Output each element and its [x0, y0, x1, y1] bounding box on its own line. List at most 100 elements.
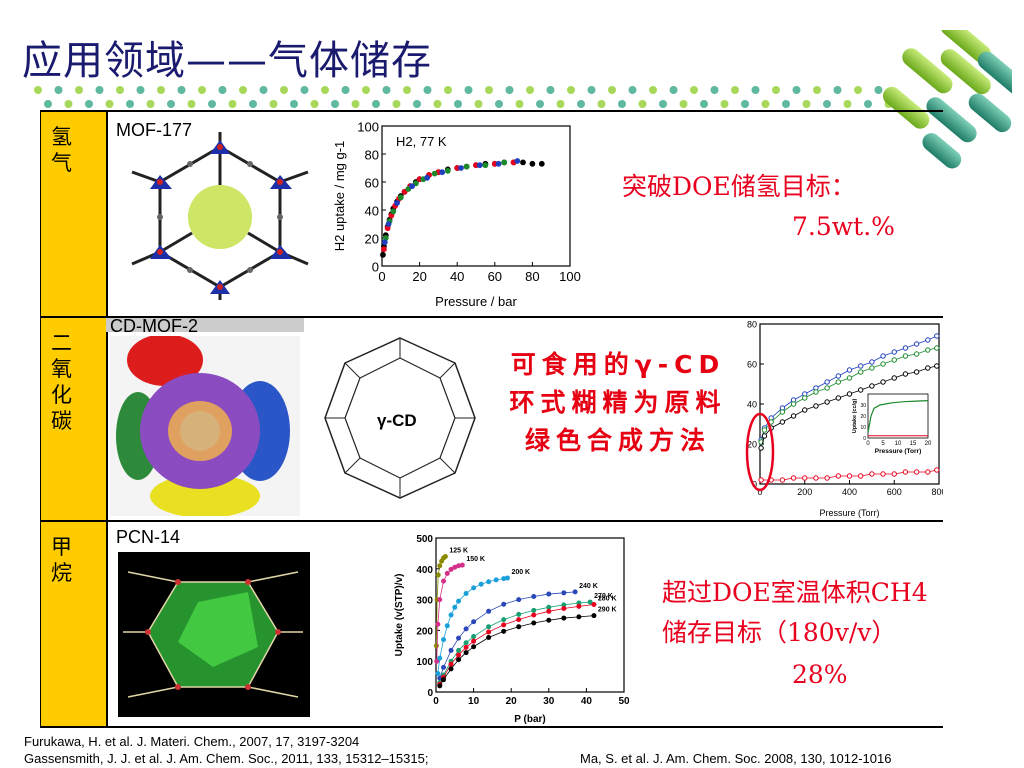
data-point	[444, 570, 450, 576]
data-point	[482, 162, 489, 169]
data-point	[458, 165, 464, 171]
data-point	[857, 387, 864, 393]
data-point	[441, 664, 447, 670]
x-tick-label: 200	[797, 487, 812, 497]
decorative-dot	[669, 86, 678, 94]
decorative-dot	[843, 100, 852, 108]
decorative-dot	[54, 86, 63, 94]
data-point	[516, 624, 522, 630]
data-point	[913, 369, 920, 375]
series-line	[439, 601, 591, 683]
decorative-dot	[813, 86, 821, 94]
decorative-dot	[515, 100, 524, 108]
decorative-dot	[792, 86, 801, 94]
data-point	[397, 194, 404, 201]
methane-note-line2: 储存目标（180v/v）	[662, 618, 897, 647]
y-tick-label: 200	[416, 626, 433, 637]
x-tick-label: 30	[543, 696, 555, 707]
y-tick-label: 60	[747, 360, 757, 370]
data-point	[835, 395, 842, 401]
data-point	[405, 186, 412, 192]
data-point	[381, 239, 388, 246]
data-point	[925, 347, 931, 353]
data-point	[504, 575, 510, 581]
data-point	[493, 577, 499, 583]
data-point	[925, 469, 931, 475]
decorative-dot	[105, 100, 114, 108]
decorative-dot	[34, 86, 42, 94]
data-point	[546, 604, 552, 610]
data-point	[471, 585, 477, 591]
mof177-structure-image	[131, 132, 309, 300]
data-point	[486, 634, 492, 640]
data-point	[790, 401, 797, 407]
data-point	[813, 475, 819, 481]
x-tick-label: 40	[450, 269, 464, 284]
decorative-dot	[495, 100, 503, 108]
inset-line	[867, 400, 929, 433]
data-point	[880, 471, 886, 477]
row-label-cell-co2: 二氧化碳	[40, 318, 108, 520]
x-tick-label: 400	[842, 487, 857, 497]
data-point	[790, 475, 797, 481]
x-axis-label: P (bar)	[514, 714, 546, 724]
data-point	[463, 644, 469, 650]
decorative-dot	[218, 86, 227, 94]
decorative-dot	[228, 100, 237, 108]
inset-y-tick-label: 20	[860, 414, 866, 420]
data-point	[495, 160, 502, 167]
data-point	[880, 361, 886, 367]
decorative-dot	[75, 86, 83, 94]
decorative-dot	[556, 100, 565, 108]
data-point	[913, 351, 920, 357]
data-point	[463, 650, 469, 656]
data-point	[424, 174, 431, 181]
decorative-dot	[157, 86, 165, 94]
decorative-dot	[351, 100, 360, 108]
data-point	[441, 637, 447, 643]
hydrogen-note-line1: 突破DOE储氢目标：	[622, 172, 856, 201]
data-point	[431, 170, 438, 177]
decorative-dot	[649, 86, 657, 94]
data-point	[456, 635, 462, 641]
x-axis-label: Pressure (Torr)	[819, 508, 879, 518]
hydrogen-note-line2: 7.5wt.%	[792, 212, 895, 241]
decorative-dot	[95, 86, 104, 94]
x-tick-label: 0	[433, 696, 439, 707]
data-point	[779, 419, 786, 425]
data-point	[456, 647, 462, 653]
data-point	[846, 367, 853, 373]
data-point	[409, 183, 415, 190]
decorative-dot	[290, 100, 298, 108]
data-point	[576, 603, 582, 609]
data-point	[824, 475, 830, 481]
decorative-dot	[372, 100, 380, 108]
data-point	[824, 399, 830, 405]
data-point	[486, 629, 492, 635]
data-point	[880, 379, 886, 385]
data-point	[761, 427, 768, 433]
data-point	[435, 621, 441, 627]
data-point	[448, 666, 454, 672]
y-tick-label: 60	[365, 176, 379, 191]
x-tick-label: 80	[525, 269, 539, 284]
plot-frame	[381, 125, 571, 267]
y-tick-label: 100	[357, 120, 379, 135]
data-point	[546, 617, 552, 623]
x-tick-label: 0	[378, 269, 385, 284]
data-point	[576, 614, 582, 620]
data-point	[434, 658, 440, 664]
series-label: 290 K	[598, 607, 617, 614]
x-tick-label: 100	[559, 269, 581, 284]
x-axis-label: Pressure / bar	[435, 294, 517, 308]
decorative-dot	[146, 100, 155, 108]
decorative-dot	[423, 86, 432, 94]
y-tick-label: 20	[365, 232, 379, 247]
decorative-dot	[618, 100, 626, 108]
decorative-dot	[136, 86, 145, 94]
data-point	[869, 359, 875, 365]
data-point	[902, 353, 909, 359]
decorative-dot	[485, 86, 493, 94]
decorative-dot	[44, 100, 52, 108]
decorative-dot	[382, 86, 391, 94]
